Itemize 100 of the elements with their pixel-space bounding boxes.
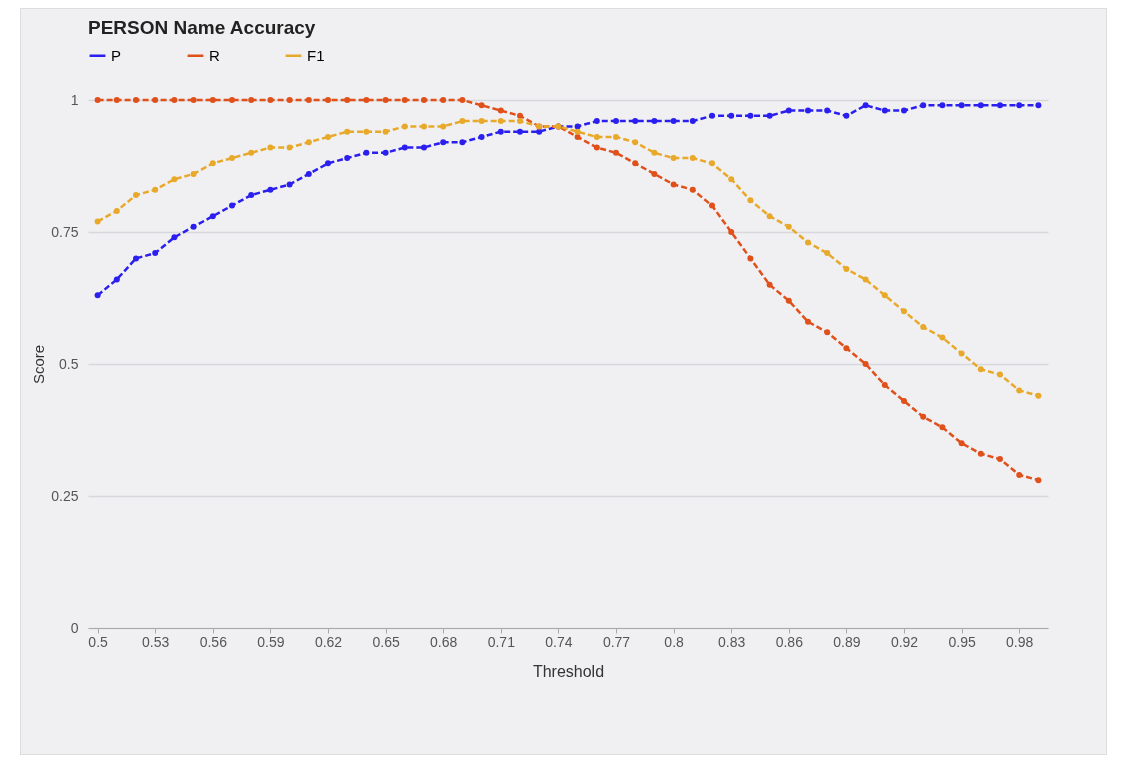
point	[939, 334, 946, 341]
point	[248, 149, 255, 156]
point	[286, 181, 293, 188]
point	[881, 382, 888, 389]
point	[133, 192, 139, 199]
point	[382, 97, 389, 103]
point	[267, 186, 274, 193]
x-axis-title: Threshold	[532, 662, 605, 680]
point	[881, 107, 888, 114]
point	[478, 133, 485, 140]
point	[113, 276, 120, 283]
point	[421, 123, 427, 130]
point	[766, 281, 773, 288]
point	[209, 160, 216, 167]
point	[1035, 477, 1042, 484]
point	[862, 361, 869, 367]
point	[824, 329, 831, 336]
point	[401, 144, 408, 151]
x-tick-label: 0.68	[430, 633, 458, 650]
point	[670, 181, 677, 188]
point	[190, 223, 197, 230]
point	[824, 250, 831, 257]
x-tick-label: 0.5	[88, 633, 109, 650]
point	[766, 213, 773, 220]
point	[1016, 387, 1023, 394]
point	[497, 118, 504, 125]
point	[613, 118, 619, 125]
point	[190, 97, 197, 103]
point	[382, 149, 389, 156]
point	[152, 97, 159, 103]
y-tick-label: 0	[70, 619, 79, 636]
y-tick-label: 0.75	[51, 223, 79, 240]
legend-label: P	[111, 46, 122, 64]
point	[305, 139, 312, 146]
point	[517, 118, 523, 125]
point	[689, 186, 696, 193]
point	[728, 112, 735, 119]
x-tick-label: 0.86	[775, 633, 804, 650]
x-tick-label: 0.59	[257, 633, 285, 650]
point	[382, 128, 389, 135]
point	[574, 123, 581, 130]
point	[248, 97, 255, 103]
point	[440, 97, 447, 103]
point	[363, 97, 370, 103]
point	[843, 265, 850, 272]
point	[248, 192, 255, 199]
point	[229, 202, 235, 209]
point	[824, 107, 831, 114]
point	[997, 456, 1003, 463]
point	[651, 170, 658, 177]
point	[689, 155, 696, 162]
point	[805, 107, 811, 114]
point	[977, 102, 984, 109]
point	[325, 133, 331, 140]
point	[267, 144, 274, 151]
x-tick-label: 0.92	[890, 633, 919, 650]
point	[344, 128, 351, 135]
point	[113, 207, 120, 214]
point	[94, 97, 101, 103]
point	[958, 440, 965, 447]
point	[977, 366, 984, 373]
point	[862, 276, 869, 283]
point	[958, 350, 965, 357]
x-tick-label: 0.53	[142, 633, 170, 650]
point	[325, 160, 331, 167]
point	[766, 112, 773, 119]
point	[747, 197, 754, 204]
point	[785, 107, 792, 114]
point	[632, 139, 639, 146]
point	[133, 255, 139, 262]
point	[613, 149, 619, 156]
point	[709, 112, 715, 119]
point	[901, 107, 907, 114]
point	[286, 97, 293, 103]
point	[229, 97, 235, 103]
point	[190, 170, 197, 177]
point	[517, 128, 523, 135]
point	[440, 139, 447, 146]
point	[536, 128, 543, 135]
point	[286, 144, 293, 151]
point	[459, 97, 466, 103]
point	[997, 371, 1003, 378]
y-tick-label: 1	[70, 91, 79, 108]
y-tick-label: 0.25	[51, 487, 79, 504]
x-tick-label: 0.8	[664, 633, 685, 650]
x-tick-label: 0.98	[1006, 633, 1034, 650]
y-axis-title: Score	[30, 344, 48, 385]
x-tick-label: 0.95	[948, 633, 976, 650]
point	[651, 118, 658, 125]
point	[593, 144, 600, 151]
point	[344, 97, 351, 103]
point	[459, 139, 466, 146]
point	[401, 97, 408, 103]
point	[670, 118, 677, 125]
point	[574, 128, 581, 135]
point	[593, 133, 600, 140]
point	[920, 102, 927, 109]
point	[305, 170, 312, 177]
point	[843, 345, 850, 352]
point	[689, 118, 696, 125]
